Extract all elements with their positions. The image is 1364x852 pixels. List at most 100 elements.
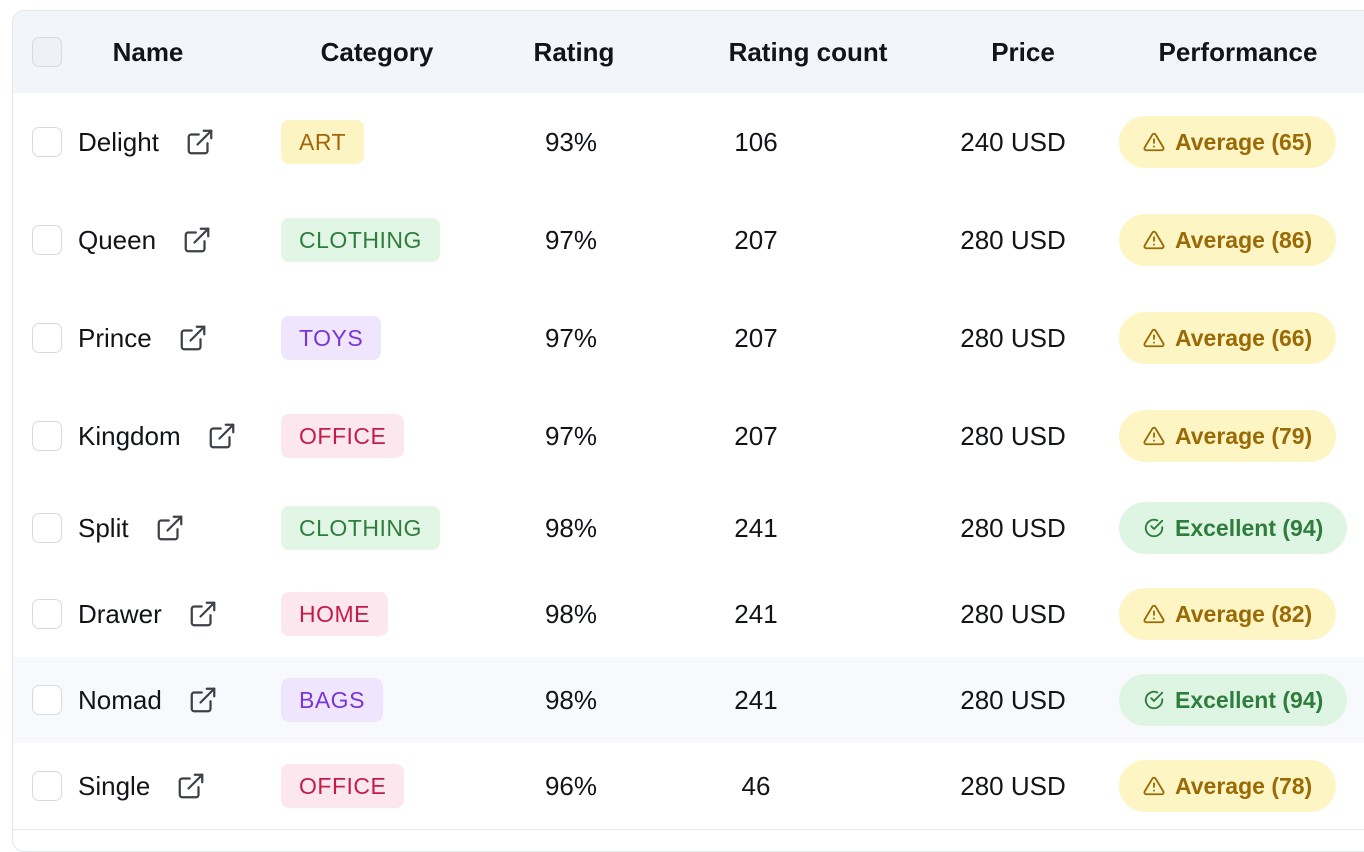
table-row: Single OFFICE 96% 46 280 USD Average (78) — [13, 743, 1364, 830]
rating-cell: 96% — [544, 770, 598, 801]
performance-badge-average: Average (79) — [1119, 410, 1337, 462]
product-name[interactable]: Nomad — [78, 684, 162, 715]
price-cell: 280 USD — [960, 770, 1066, 801]
warning-triangle-icon — [1143, 425, 1175, 447]
performance-label: Average (78) — [1175, 772, 1313, 799]
rating-cell: 98% — [544, 512, 598, 543]
product-name[interactable]: Drawer — [78, 598, 162, 629]
rating-count-cell: 207 — [734, 224, 778, 255]
price-cell: 280 USD — [960, 598, 1066, 629]
product-name[interactable]: Kingdom — [78, 420, 181, 451]
category-tag: OFFICE — [281, 764, 405, 808]
rating-count-cell: 46 — [741, 770, 771, 801]
table-row: Prince TOYS 97% 207 280 USD Average (66) — [13, 289, 1364, 388]
performance-cell: Average (79) — [1119, 387, 1357, 485]
rating-cell: 98% — [544, 684, 598, 715]
performance-cell: Average (65) — [1119, 93, 1357, 191]
category-tag: CLOTHING — [281, 218, 440, 262]
category-cell: OFFICE — [281, 387, 481, 485]
performance-label: Average (82) — [1175, 600, 1313, 627]
row-select-checkbox[interactable] — [32, 685, 62, 715]
rating-count-cell: 207 — [734, 322, 778, 353]
name-cell: Kingdom — [78, 387, 278, 485]
category-cell: OFFICE — [281, 743, 481, 829]
product-name[interactable]: Delight — [78, 126, 159, 157]
performance-badge-average: Average (82) — [1119, 588, 1337, 640]
row-select-cell — [31, 485, 63, 571]
price-cell: 280 USD — [960, 420, 1066, 451]
row-select-checkbox[interactable] — [32, 127, 62, 157]
performance-label: Average (79) — [1175, 422, 1313, 449]
table-row: Delight ART 93% 106 240 USD Average (65) — [13, 93, 1364, 192]
external-link-icon[interactable] — [188, 685, 218, 715]
column-header-name[interactable]: Name — [112, 36, 184, 67]
rating-cell: 97% — [544, 224, 598, 255]
category-tag: HOME — [281, 592, 388, 636]
column-header-rating[interactable]: Rating — [533, 36, 615, 67]
warning-triangle-icon — [1143, 603, 1175, 625]
column-header-category[interactable]: Category — [320, 36, 434, 67]
row-select-checkbox[interactable] — [32, 513, 62, 543]
row-select-cell — [31, 191, 63, 289]
row-select-checkbox[interactable] — [32, 421, 62, 451]
performance-label: Excellent (94) — [1175, 686, 1324, 713]
category-cell: ART — [281, 93, 481, 191]
name-cell: Queen — [78, 191, 278, 289]
rating-cell: 97% — [544, 322, 598, 353]
price-cell: 280 USD — [960, 684, 1066, 715]
product-name[interactable]: Queen — [78, 224, 157, 255]
category-cell: HOME — [281, 571, 481, 657]
external-link-icon[interactable] — [182, 225, 212, 255]
performance-cell: Average (66) — [1119, 289, 1357, 387]
row-select-cell — [31, 743, 63, 829]
row-select-checkbox[interactable] — [32, 599, 62, 629]
row-select-cell — [31, 289, 63, 387]
performance-cell: Excellent (94) — [1119, 657, 1357, 743]
table-row: Kingdom OFFICE 97% 207 280 USD Average (79) — [13, 387, 1364, 486]
column-header-price[interactable]: Price — [991, 36, 1055, 67]
price-cell: 280 USD — [960, 512, 1066, 543]
external-link-icon[interactable] — [155, 513, 185, 543]
external-link-icon[interactable] — [176, 771, 206, 801]
table-row: Split CLOTHING 98% 241 280 USD Excellent (94) — [13, 485, 1364, 572]
performance-badge-average: Average (66) — [1119, 312, 1337, 364]
row-select-cell — [31, 657, 63, 743]
row-select-cell — [31, 387, 63, 485]
product-name[interactable]: Split — [78, 512, 129, 543]
table-header: Name Category Rating Rating count Price … — [13, 11, 1364, 94]
column-header-performance[interactable]: Performance — [1158, 36, 1318, 67]
column-header-rating-count[interactable]: Rating count — [728, 36, 888, 67]
select-all-checkbox[interactable] — [32, 37, 62, 67]
external-link-icon[interactable] — [185, 127, 215, 157]
performance-badge-average: Average (86) — [1119, 214, 1337, 266]
external-link-icon[interactable] — [178, 323, 208, 353]
category-cell: TOYS — [281, 289, 481, 387]
row-select-checkbox[interactable] — [32, 771, 62, 801]
table-row: Drawer HOME 98% 241 280 USD Average (82) — [13, 571, 1364, 658]
name-cell: Split — [78, 485, 278, 571]
performance-cell: Average (78) — [1119, 743, 1357, 829]
performance-label: Excellent (94) — [1175, 514, 1324, 541]
product-name[interactable]: Prince — [78, 322, 152, 353]
rating-count-cell: 106 — [734, 126, 778, 157]
category-tag: TOYS — [281, 316, 382, 360]
external-link-icon[interactable] — [207, 421, 237, 451]
name-cell: Delight — [78, 93, 278, 191]
product-name[interactable]: Single — [78, 770, 151, 801]
performance-cell: Average (86) — [1119, 191, 1357, 289]
category-tag: CLOTHING — [281, 506, 440, 550]
name-cell: Single — [78, 743, 278, 829]
row-select-checkbox[interactable] — [32, 323, 62, 353]
row-select-checkbox[interactable] — [32, 225, 62, 255]
rating-cell: 97% — [544, 420, 598, 451]
check-circle-icon — [1143, 689, 1175, 711]
rating-cell: 98% — [544, 598, 598, 629]
rating-count-cell: 241 — [734, 512, 778, 543]
performance-badge-excellent: Excellent (94) — [1119, 502, 1348, 554]
performance-cell: Excellent (94) — [1119, 485, 1357, 571]
check-circle-icon — [1143, 517, 1175, 539]
external-link-icon[interactable] — [188, 599, 218, 629]
rating-count-cell: 241 — [734, 598, 778, 629]
rating-cell: 93% — [544, 126, 598, 157]
category-cell: CLOTHING — [281, 191, 481, 289]
